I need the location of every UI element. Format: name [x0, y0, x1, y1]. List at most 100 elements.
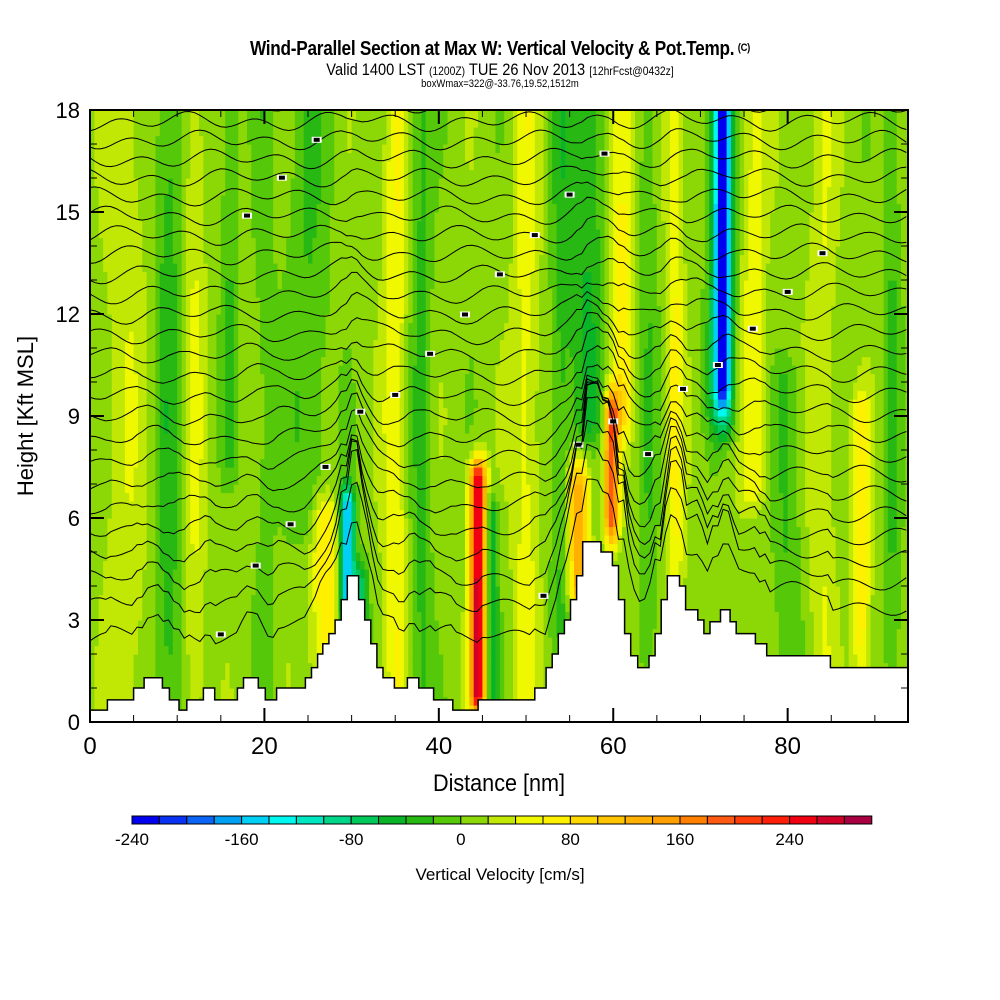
velocity-cell [316, 611, 322, 621]
velocity-cell [220, 560, 226, 570]
velocity-cell [194, 552, 200, 562]
velocity-cell [238, 220, 244, 230]
velocity-cell [247, 475, 252, 485]
velocity-cell [255, 229, 261, 239]
velocity-cell [116, 390, 122, 400]
velocity-cell [133, 110, 139, 120]
velocity-cell [164, 484, 170, 494]
velocity-cell [220, 373, 226, 383]
velocity-cell [373, 169, 379, 179]
velocity-cell [199, 390, 204, 400]
velocity-cell [203, 416, 209, 426]
velocity-cell [329, 526, 335, 536]
velocity-cell [281, 450, 287, 460]
velocity-cell [268, 212, 274, 222]
velocity-cell [369, 526, 375, 536]
velocity-cell [172, 594, 178, 604]
velocity-cell [107, 237, 113, 247]
velocity-cell [238, 611, 244, 621]
velocity-cell [356, 390, 361, 400]
velocity-cell [194, 356, 200, 366]
velocity-cell [377, 492, 383, 502]
velocity-cell [264, 178, 270, 188]
velocity-cell [216, 424, 222, 434]
velocity-cell [242, 382, 248, 392]
velocity-cell [251, 484, 257, 494]
velocity-cell [138, 416, 143, 426]
velocity-cell [238, 569, 244, 579]
velocity-cell [194, 637, 200, 647]
velocity-cell [225, 526, 231, 536]
velocity-cell [199, 322, 204, 332]
velocity-cell [377, 382, 383, 392]
velocity-cell [172, 339, 178, 349]
velocity-cell [103, 637, 109, 647]
velocity-cell [312, 212, 318, 222]
velocity-cell [199, 127, 204, 137]
velocity-cell [338, 577, 344, 587]
velocity-cell [98, 382, 104, 392]
velocity-cell [199, 373, 204, 383]
velocity-cell [386, 373, 392, 383]
velocity-cell [260, 577, 266, 587]
velocity-cell [225, 186, 231, 196]
velocity-cell [347, 475, 353, 485]
velocity-cell [164, 356, 170, 366]
velocity-cell [386, 594, 392, 604]
velocity-cell [294, 594, 300, 604]
velocity-cell [120, 671, 126, 681]
velocity-cell [273, 560, 279, 570]
velocity-cell [260, 654, 266, 664]
velocity-cell [316, 518, 322, 528]
velocity-cell [342, 407, 348, 417]
velocity-cell [111, 127, 117, 137]
velocity-cell [377, 220, 383, 230]
velocity-cell [356, 186, 361, 196]
velocity-cell [124, 314, 130, 324]
velocity-cell [329, 365, 335, 375]
velocity-cell [316, 288, 322, 298]
velocity-cell [264, 305, 270, 315]
velocity-cell [377, 169, 383, 179]
velocity-cell [216, 509, 222, 519]
velocity-cell [260, 441, 266, 451]
velocity-cell [382, 161, 388, 171]
velocity-cell [103, 280, 109, 290]
velocity-cell [303, 399, 309, 409]
velocity-cell [247, 271, 252, 281]
velocity-cell [260, 662, 266, 672]
velocity-cell [229, 637, 235, 647]
velocity-cell [229, 339, 235, 349]
velocity-cell [303, 611, 309, 621]
velocity-cell [90, 178, 95, 188]
velocity-cell [190, 577, 196, 587]
velocity-cell [181, 271, 187, 281]
velocity-cell [90, 263, 95, 273]
velocity-cell [273, 535, 279, 545]
velocity-cell [103, 152, 109, 162]
velocity-cell [329, 229, 335, 239]
velocity-cell [103, 356, 109, 366]
velocity-cell [373, 152, 379, 162]
velocity-cell [260, 246, 266, 256]
velocity-cell [251, 382, 257, 392]
velocity-cell [356, 569, 361, 579]
velocity-cell [172, 569, 178, 579]
velocity-cell [155, 492, 161, 502]
velocity-cell [185, 441, 191, 451]
velocity-cell [338, 220, 344, 230]
velocity-cell [151, 671, 156, 681]
velocity-cell [203, 118, 209, 128]
velocity-cell [190, 569, 196, 579]
velocity-cell [207, 144, 213, 154]
velocity-cell [255, 127, 261, 137]
velocity-cell [238, 509, 244, 519]
velocity-cell [290, 501, 296, 511]
velocity-cell [260, 509, 266, 519]
velocity-cell [116, 628, 122, 638]
velocity-cell [325, 637, 331, 647]
velocity-cell [386, 229, 392, 239]
velocity-cell [124, 645, 130, 655]
velocity-cell [233, 305, 239, 315]
velocity-cell [264, 662, 270, 672]
